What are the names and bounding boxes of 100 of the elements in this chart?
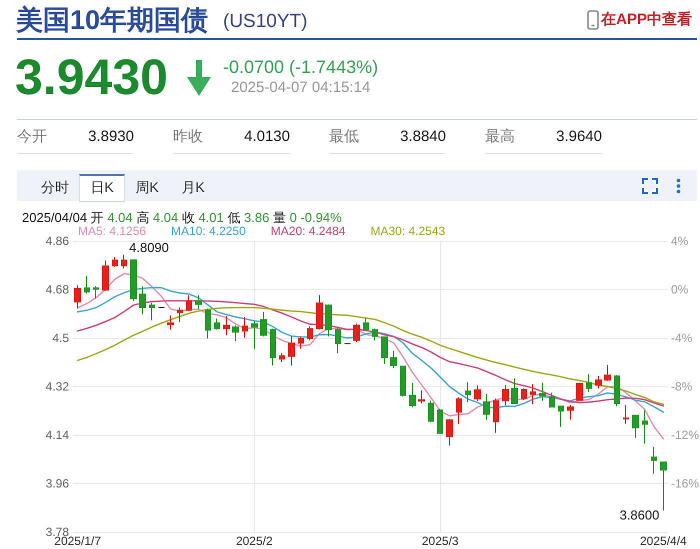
text: 2025/04/04 开 4.04 高 4.04 收 4.01 低 3.86 量 0 -0.94% bbox=[22, 210, 342, 225]
y-tick-label: 4.68 bbox=[46, 282, 70, 296]
candlestick bbox=[586, 374, 592, 392]
text: MA10: 4.2250 bbox=[171, 224, 246, 238]
candlestick bbox=[279, 352, 285, 362]
candlestick bbox=[502, 384, 509, 406]
candlestick bbox=[381, 336, 388, 364]
candlestick bbox=[623, 404, 629, 424]
candlestick bbox=[214, 318, 220, 330]
candlestick bbox=[353, 323, 360, 343]
y-tick-label: 4.86 bbox=[46, 234, 70, 248]
candlestick bbox=[530, 384, 536, 405]
line-series bbox=[76, 286, 664, 413]
annotation: 3.8600 bbox=[620, 507, 660, 522]
candlestick bbox=[223, 316, 230, 336]
candlestick bbox=[642, 410, 648, 444]
y2-tick-label: -8% bbox=[671, 380, 693, 394]
text: 最高 3.9640 bbox=[485, 128, 602, 145]
text: 在APP中查看 bbox=[601, 10, 692, 30]
candlestick bbox=[270, 328, 276, 366]
text: 昨收 4.0130 bbox=[173, 128, 290, 145]
text: MA20: 4.2484 bbox=[270, 224, 346, 238]
candlestick bbox=[465, 382, 471, 403]
candlestick bbox=[549, 392, 555, 408]
candlestick bbox=[242, 316, 248, 338]
text: 最低 3.8840 bbox=[329, 128, 446, 145]
candlestick bbox=[167, 314, 174, 330]
line-series bbox=[76, 272, 664, 440]
y2-tick-label: 4% bbox=[671, 234, 689, 248]
candlestick bbox=[576, 382, 583, 402]
candlestick bbox=[195, 294, 202, 310]
candlestick bbox=[483, 394, 490, 420]
candlestick bbox=[363, 317, 369, 332]
candlestick bbox=[335, 326, 341, 354]
y2-tick-label: -16% bbox=[671, 476, 700, 490]
x-tick-label: 2025/4/4 bbox=[640, 534, 688, 548]
candlestick bbox=[288, 336, 295, 366]
candlestick bbox=[74, 284, 81, 310]
y-tick-label: 4.32 bbox=[46, 380, 70, 394]
candlestick bbox=[493, 398, 499, 434]
candlestick bbox=[390, 350, 397, 369]
y-tick-label: 3.96 bbox=[46, 476, 70, 490]
candlestick bbox=[428, 400, 434, 423]
text: 月K bbox=[181, 179, 205, 196]
y2-tick-label: -12% bbox=[671, 428, 700, 442]
text: 分时 bbox=[41, 179, 69, 196]
candlestick bbox=[130, 258, 137, 302]
candlestick bbox=[307, 326, 313, 341]
text: 3.9430 bbox=[15, 49, 168, 105]
candlestick bbox=[112, 256, 118, 268]
candlestick bbox=[251, 320, 258, 350]
text: 今开 3.8930 bbox=[17, 128, 134, 145]
candlestick bbox=[595, 375, 602, 389]
text: 日K bbox=[90, 179, 114, 196]
candlestick bbox=[567, 404, 574, 420]
candlestick bbox=[372, 328, 378, 341]
candlestick bbox=[316, 294, 323, 330]
y2-tick-label: -4% bbox=[671, 331, 693, 345]
candlestick bbox=[558, 406, 564, 428]
candlestick bbox=[651, 446, 657, 474]
candlestick bbox=[614, 374, 620, 407]
candlestick bbox=[186, 294, 192, 312]
candlestick bbox=[93, 286, 99, 300]
y-tick-label: 4.14 bbox=[46, 428, 70, 442]
candlestick bbox=[539, 382, 546, 402]
candlestick bbox=[139, 286, 146, 315]
candlestick bbox=[298, 336, 304, 350]
text: MA30: 4.2543 bbox=[370, 224, 446, 238]
candlestick bbox=[632, 414, 639, 438]
candlestick bbox=[474, 384, 481, 402]
text: -0.0700 (-1.7443%) bbox=[223, 57, 378, 77]
candlestick bbox=[84, 276, 90, 294]
chart-subtitle: (US10YT) bbox=[223, 10, 308, 34]
chart-title: 美国10年期国债 bbox=[16, 5, 208, 35]
candlestick bbox=[102, 260, 109, 292]
candlestick bbox=[521, 388, 527, 400]
candlestick bbox=[325, 304, 332, 337]
candlestick bbox=[660, 461, 667, 511]
candlestick bbox=[511, 378, 518, 405]
y-tick-label: 4.5 bbox=[52, 331, 70, 345]
candlestick bbox=[149, 302, 155, 321]
candlestick bbox=[121, 254, 127, 269]
candlestick bbox=[604, 364, 611, 382]
y2-tick-label: 0% bbox=[671, 282, 689, 296]
text: 2025-04-07 04:15:14 bbox=[231, 79, 370, 97]
x-tick-label: 2025/3 bbox=[422, 534, 459, 548]
annotation: 4.8090 bbox=[129, 240, 169, 256]
candlestick bbox=[260, 311, 267, 337]
text: MA5: 4.1256 bbox=[78, 224, 146, 238]
candlestick bbox=[418, 390, 425, 404]
candlestick bbox=[456, 396, 462, 424]
candlestick bbox=[437, 408, 443, 434]
candlestick bbox=[409, 382, 416, 408]
candlestick bbox=[232, 324, 239, 342]
candlestick bbox=[446, 418, 453, 446]
text: 周K bbox=[135, 179, 159, 196]
candlestick bbox=[205, 308, 211, 340]
x-tick-label: 2025/2 bbox=[236, 534, 273, 548]
candlestick bbox=[177, 307, 183, 322]
candlestick bbox=[400, 366, 406, 397]
